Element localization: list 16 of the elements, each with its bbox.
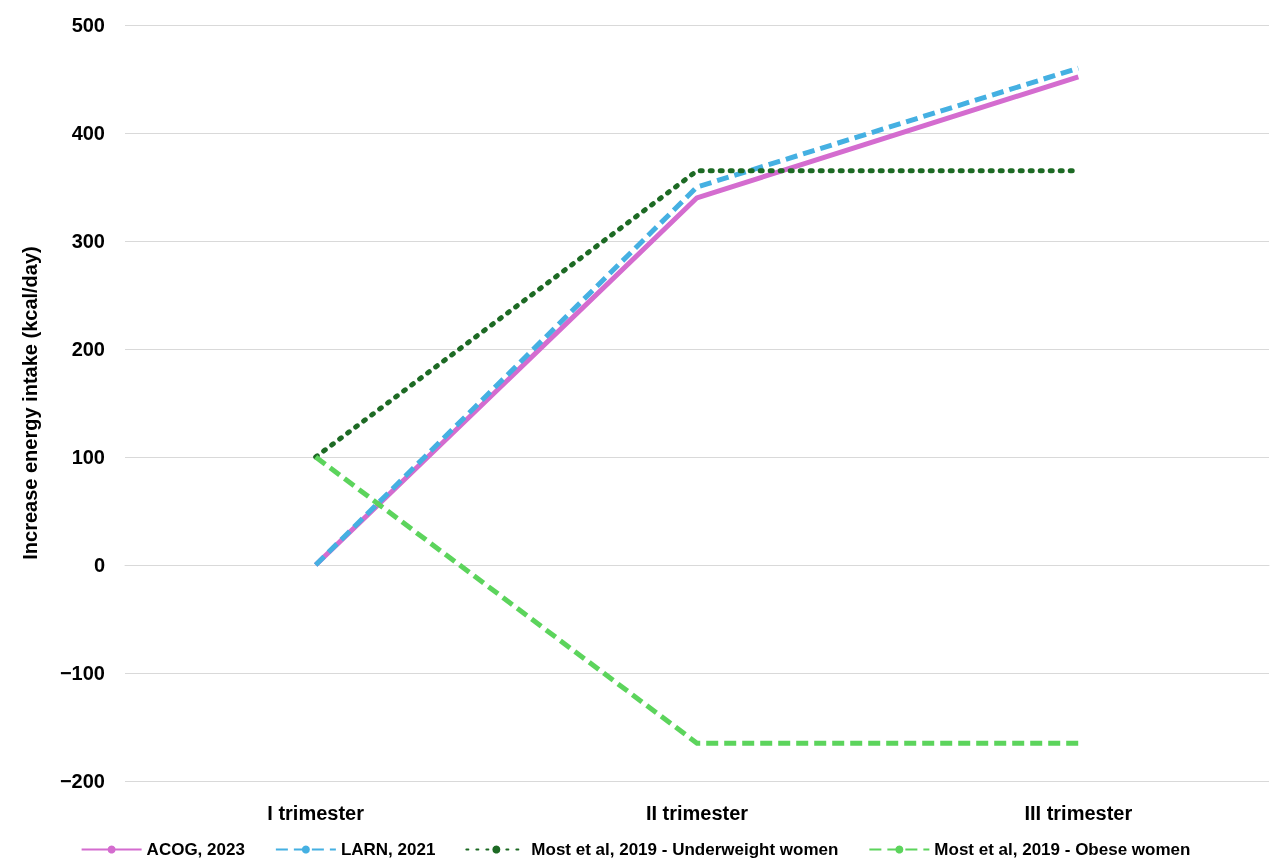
legend-label: LARN, 2021 — [340, 840, 436, 859]
y-tick-label: 100 — [71, 446, 105, 468]
legend-label: ACOG, 2023 — [146, 840, 245, 859]
x-tick-label: III trimester — [1024, 802, 1133, 824]
legend-label: Most et al, 2019 - Underweight women — [531, 840, 839, 859]
y-tick-label: −200 — [59, 770, 105, 792]
x-tick-label: I trimester — [267, 802, 365, 824]
y-axis-title: Increase energy intake (kcal/day) — [19, 246, 41, 560]
y-tick-label: 500 — [71, 14, 105, 36]
x-tick-label: II trimester — [645, 802, 749, 824]
y-tick-label: 0 — [93, 554, 105, 576]
y-tick-label: −100 — [59, 662, 105, 684]
y-tick-label: 400 — [71, 122, 105, 144]
legend-label: Most et al, 2019 - Obese women — [934, 840, 1191, 859]
y-tick-label: 300 — [71, 230, 105, 252]
y-tick-label: 200 — [71, 338, 105, 360]
